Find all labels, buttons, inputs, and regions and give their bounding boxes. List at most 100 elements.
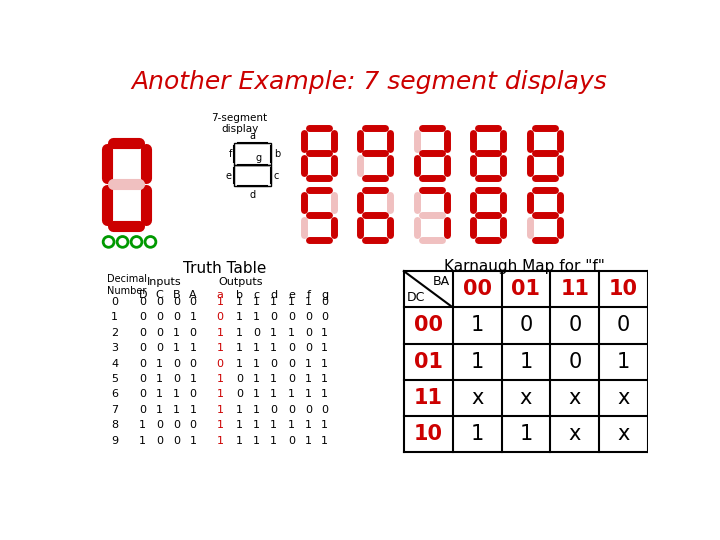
Text: 0: 0 [156,297,163,307]
Text: Karnaugh Map for "f": Karnaugh Map for "f" [444,259,604,274]
Text: 1: 1 [470,424,484,444]
Text: 1: 1 [305,359,312,369]
Text: 1: 1 [236,328,243,338]
Text: 0: 0 [189,389,197,400]
Text: 1: 1 [236,343,243,353]
Text: 1: 1 [217,420,224,430]
Text: 0: 0 [156,420,163,430]
Text: 0: 0 [174,436,180,446]
Text: 1: 1 [174,328,180,338]
Text: 0: 0 [305,405,312,415]
Text: 1: 1 [321,374,328,384]
Text: 1: 1 [288,389,295,400]
Text: 1: 1 [617,352,630,372]
Text: 0: 0 [321,297,328,307]
Text: 1: 1 [519,424,533,444]
Text: 1: 1 [305,420,312,430]
Text: 1: 1 [305,436,312,446]
Text: 1: 1 [217,389,224,400]
Text: 1: 1 [189,312,197,322]
Text: 1: 1 [288,297,295,307]
Text: x: x [569,388,581,408]
Text: 1: 1 [217,343,224,353]
Text: 1: 1 [253,312,260,322]
Text: 1: 1 [189,405,197,415]
Text: 0: 0 [156,343,163,353]
Text: x: x [520,388,532,408]
Text: 1: 1 [270,297,277,307]
Text: 1: 1 [270,374,277,384]
Text: Inputs: Inputs [147,276,181,287]
Text: 1: 1 [217,436,224,446]
Text: 5: 5 [112,374,118,384]
Text: g: g [255,153,261,163]
Text: 0: 0 [305,328,312,338]
Text: 1: 1 [321,436,328,446]
Text: 1: 1 [321,359,328,369]
Text: 0: 0 [288,374,295,384]
Text: 0: 0 [321,312,328,322]
Text: 1: 1 [189,374,197,384]
Text: x: x [471,388,483,408]
Text: 0: 0 [174,297,180,307]
Text: 0: 0 [321,405,328,415]
Text: 0: 0 [288,312,295,322]
Text: 1: 1 [270,389,277,400]
Text: 1: 1 [174,405,180,415]
Text: 1: 1 [236,312,243,322]
Text: 1: 1 [470,352,484,372]
Text: Decimal
Number: Decimal Number [107,274,147,296]
Text: 0: 0 [288,343,295,353]
Text: 0: 0 [568,315,581,335]
Text: 1: 1 [174,343,180,353]
Text: 1: 1 [270,436,277,446]
Text: 0: 0 [617,315,630,335]
Text: C: C [156,289,163,300]
Text: 0: 0 [174,420,180,430]
Text: 0: 0 [139,374,146,384]
Text: 0: 0 [139,297,146,307]
Text: a: a [217,289,224,300]
Text: Outputs: Outputs [219,276,263,287]
Text: 0: 0 [174,359,180,369]
Text: 1: 1 [305,297,312,307]
Text: 1: 1 [139,436,146,446]
Text: 2: 2 [111,328,118,338]
Text: 1: 1 [321,420,328,430]
Text: Truth Table: Truth Table [183,261,266,276]
Text: 0: 0 [112,297,118,307]
Text: 0: 0 [139,359,146,369]
Text: 1: 1 [321,328,328,338]
Text: 0: 0 [189,420,197,430]
Text: 1: 1 [305,389,312,400]
Text: 1: 1 [236,359,243,369]
Text: 1: 1 [253,297,260,307]
Text: 1: 1 [189,436,197,446]
Text: 0: 0 [217,312,224,322]
Text: 1: 1 [305,374,312,384]
Text: 1: 1 [321,389,328,400]
Text: DC: DC [407,291,426,304]
Text: 9: 9 [111,436,118,446]
Text: 4: 4 [111,359,118,369]
Text: 1: 1 [253,343,260,353]
Text: x: x [569,424,581,444]
Text: 0: 0 [305,312,312,322]
Text: 1: 1 [156,405,163,415]
Text: 1: 1 [253,405,260,415]
Text: 7: 7 [111,405,118,415]
Text: 0: 0 [305,343,312,353]
Text: d: d [250,190,256,200]
Text: f: f [307,289,310,300]
Text: c: c [274,171,279,181]
Text: 1: 1 [519,352,533,372]
Text: 0: 0 [270,405,277,415]
Text: 0: 0 [189,297,197,307]
Text: 0: 0 [236,389,243,400]
Text: A: A [189,289,197,300]
Text: 11: 11 [560,279,589,299]
Text: e: e [288,289,295,300]
Text: 1: 1 [236,297,243,307]
Text: 8: 8 [111,420,118,430]
Text: 01: 01 [511,279,541,299]
